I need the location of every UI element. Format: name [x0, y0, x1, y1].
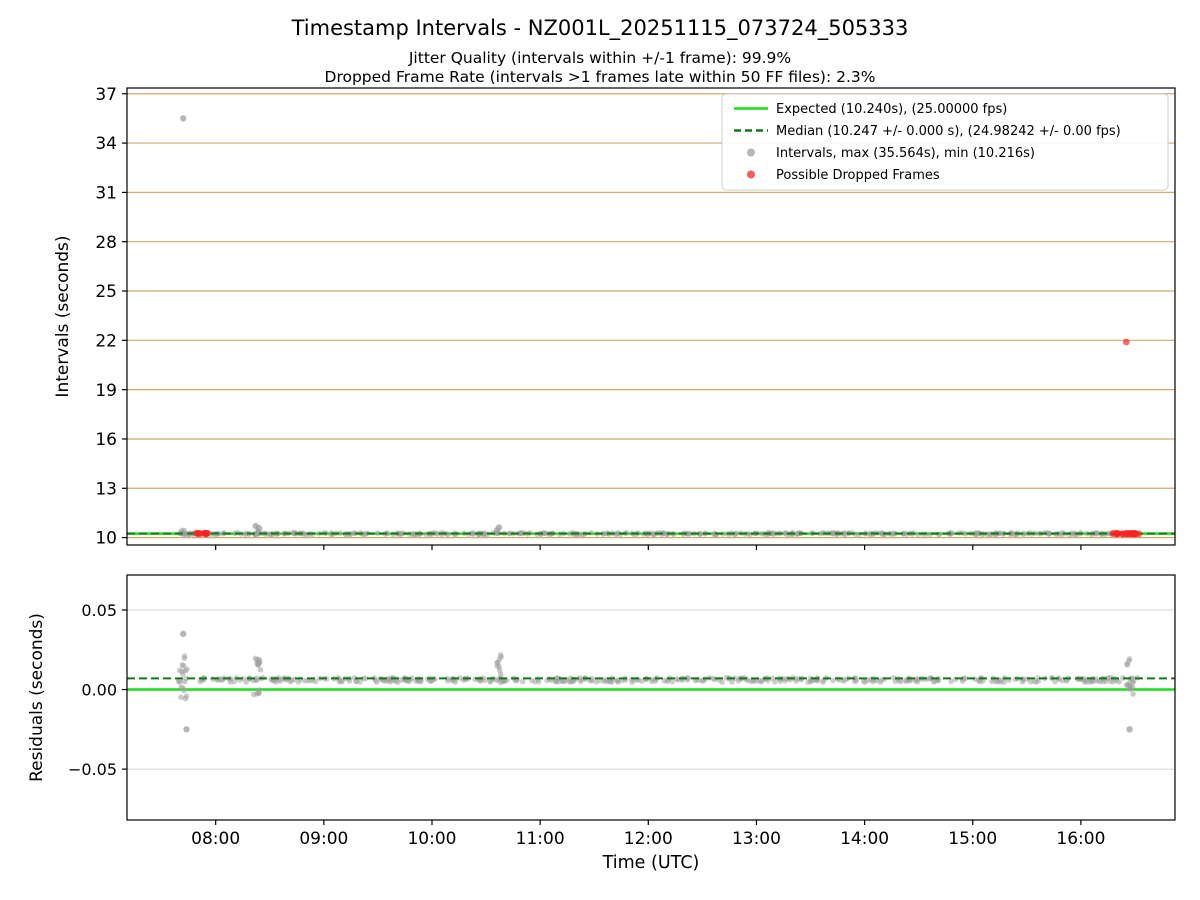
svg-text:28: 28: [95, 233, 117, 253]
legend: Expected (10.240s), (25.00000 fps) Median…: [721, 93, 1169, 191]
svg-text:12:00: 12:00: [624, 829, 673, 849]
residuals-plot: −0.05 0.00 0.05 08:00 09:00 10:00 11:00 12:00 13…: [27, 574, 1176, 849]
x-axis-label: Time (UTC): [602, 853, 700, 873]
svg-text:16: 16: [95, 430, 117, 450]
svg-text:11:00: 11:00: [516, 829, 565, 849]
svg-text:Intervals (seconds): Intervals (seconds): [53, 235, 73, 397]
svg-text:0.00: 0.00: [81, 680, 117, 699]
svg-text:22: 22: [95, 331, 117, 351]
svg-text:34: 34: [95, 134, 117, 154]
svg-text:15:00: 15:00: [948, 829, 997, 849]
figure-subtitle-dropped-frame-rate: Dropped Frame Rate (intervals >1 frames …: [324, 68, 876, 86]
svg-text:10:00: 10:00: [407, 829, 456, 849]
svg-text:37: 37: [95, 85, 117, 105]
svg-text:Expected (10.240s), (25.00000: Expected (10.240s), (25.00000 fps): [776, 102, 1007, 117]
svg-text:16:00: 16:00: [1056, 829, 1105, 849]
intervals-plot: 10 13 16 19 22 25 28 31 34 37 Intervals (seconds) E…: [53, 85, 1176, 550]
svg-text:Median (10.247 +/- 0.000 s), (: Median (10.247 +/- 0.000 s), (24.98242 +…: [776, 124, 1121, 139]
svg-text:10: 10: [95, 529, 117, 549]
svg-text:Intervals, max (35.564s), min: Intervals, max (35.564s), min (10.216s): [776, 146, 1035, 161]
svg-text:31: 31: [95, 184, 117, 204]
svg-text:08:00: 08:00: [191, 829, 240, 849]
svg-text:Possible Dropped Frames: Possible Dropped Frames: [776, 168, 940, 183]
svg-text:Residuals (seconds): Residuals (seconds): [27, 613, 47, 782]
figure-subtitle-jitter-quality: Jitter Quality (intervals within +/-1 fr…: [408, 49, 792, 67]
svg-text:−0.05: −0.05: [68, 760, 117, 779]
svg-text:25: 25: [95, 282, 117, 302]
svg-text:14:00: 14:00: [840, 829, 889, 849]
svg-text:13: 13: [95, 479, 117, 499]
svg-text:19: 19: [95, 381, 117, 401]
svg-text:13:00: 13:00: [732, 829, 781, 849]
svg-text:0.05: 0.05: [81, 601, 117, 620]
figure-title: Timestamp Intervals - NZ001L_20251115_07…: [291, 16, 909, 40]
svg-text:09:00: 09:00: [299, 829, 348, 849]
